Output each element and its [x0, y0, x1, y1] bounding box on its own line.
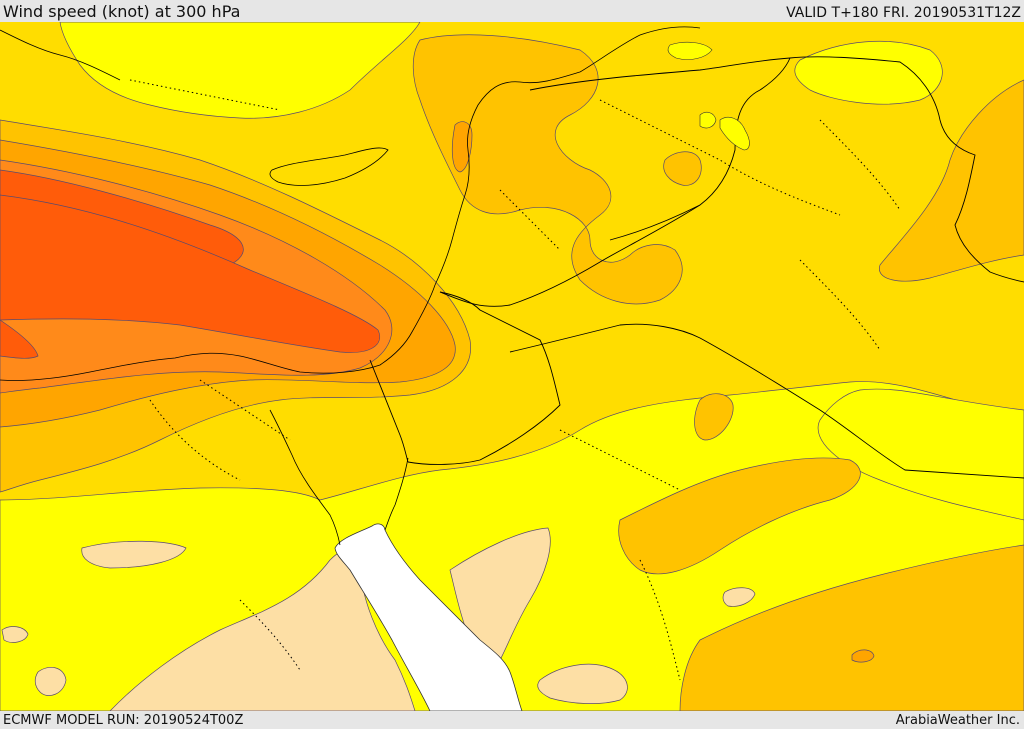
- red-orange-jet-core-lower: [0, 319, 39, 359]
- lake-north-syria: [667, 41, 713, 60]
- red-sea: [334, 523, 523, 711]
- gulf-of-aqaba: [384, 457, 409, 531]
- red-orange-jet-core-middle: [0, 194, 380, 353]
- gulf-of-suez: [269, 409, 341, 546]
- border-egypt-sudan: [369, 359, 409, 463]
- light-tan-libya: [1, 626, 29, 643]
- model-run-label: ECMWF MODEL RUN: 20190524T00Z: [3, 713, 244, 728]
- yellow-zone-northwest: [59, 22, 421, 119]
- coastline-levant: [434, 71, 581, 286]
- orange-blob-syria: [663, 151, 702, 186]
- orange-light-east: [879, 79, 1024, 282]
- valid-time: VALID T+180 FRI. 20190531T12Z: [786, 5, 1021, 21]
- internal-borders: [129, 79, 901, 681]
- yellow-zone-east: [817, 388, 1024, 521]
- footer-bar: ECMWF MODEL RUN: 20190524T00Z ArabiaWeat…: [0, 711, 1024, 729]
- coastline-north-africa: [0, 284, 436, 381]
- orange-blob-saudi: [694, 393, 734, 441]
- header-bar: Wind speed (knot) at 300 hPa VALID T+180…: [0, 0, 1024, 22]
- border-jordan-saudi: [407, 291, 561, 465]
- credit-label: ArabiaWeather Inc.: [895, 713, 1020, 728]
- orange-light-south-band: [618, 457, 861, 575]
- light-tan-libya-south: [34, 666, 67, 696]
- light-tan-saudi-patch: [722, 587, 756, 607]
- cyprus-island: [269, 147, 389, 186]
- lake-iraq-1: [719, 117, 750, 151]
- border-syria-iraq: [439, 57, 791, 307]
- orange-light-southeast: [679, 544, 1024, 711]
- border-iraq-saudi: [509, 323, 1024, 479]
- light-tan-west-egypt: [81, 540, 187, 569]
- coastline-turkey: [0, 26, 701, 81]
- map-title: Wind speed (knot) at 300 hPa: [3, 2, 241, 21]
- wind-speed-map[interactable]: [0, 22, 1024, 711]
- orange-blob-southeast: [851, 649, 875, 663]
- border-syria-iraq-west: [609, 57, 791, 241]
- lake-east-syria: [699, 111, 717, 129]
- light-tan-yemen-coast: [537, 663, 628, 704]
- border-iraq-iran: [789, 56, 1024, 283]
